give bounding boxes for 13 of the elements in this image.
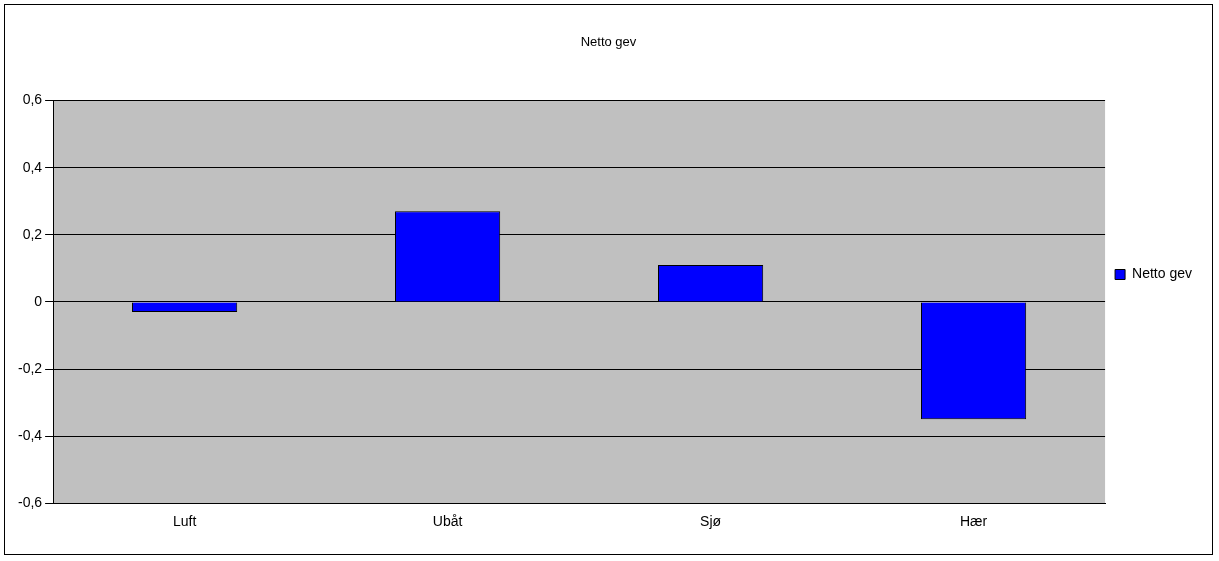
x-tick-label: Ubåt [432,513,463,530]
y-tick-label: 0,2 [22,225,43,242]
y-tick-label: 0 [34,292,43,309]
x-tick-label: Hær [959,513,988,530]
y-tick-label: -0,6 [18,494,43,511]
x-tick-label: Sjø [700,513,722,530]
y-tick-label: -0,2 [18,359,43,376]
y-tick-label: 0,4 [22,158,43,175]
y-tick-label: -0,4 [18,426,43,443]
x-tick-label: Luft [172,513,197,530]
y-tick-label: 0,6 [22,91,43,108]
legend-label: Netto gev [1132,265,1193,282]
chart-title: Netto gev [580,34,637,50]
